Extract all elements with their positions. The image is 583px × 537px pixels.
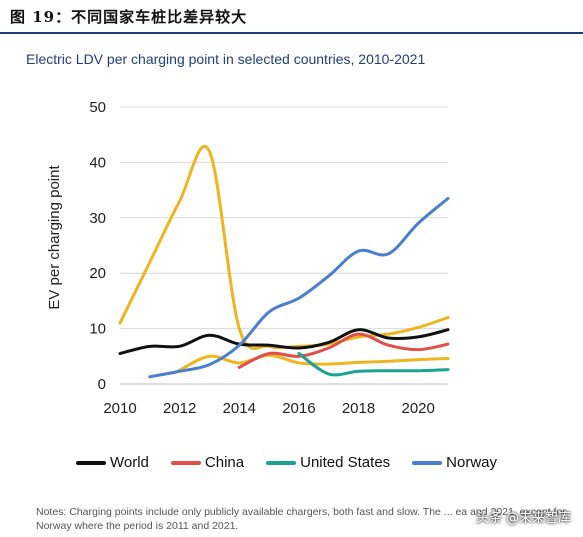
legend-label: United States: [300, 454, 391, 471]
legend-swatch: [266, 460, 297, 465]
chart-legend: World China United States Norway: [76, 454, 519, 471]
legend-swatch: [76, 460, 106, 465]
series-line-norway: [148, 196, 450, 379]
figure-title: 图 19：不同国家车桩比差异较大: [10, 8, 248, 26]
y-tick-label: 0: [98, 376, 106, 393]
series-line-unlabeled-5: [178, 353, 450, 372]
legend-label: World: [110, 454, 149, 471]
y-tick-label: 30: [89, 210, 106, 227]
chart-notes: Notes: Charging points include only publ…: [36, 506, 566, 532]
series-line-unlabeled-4: [118, 145, 450, 350]
x-tick-label: 2016: [282, 400, 315, 417]
y-tick-label: 10: [89, 321, 106, 338]
x-tick-label: 2018: [342, 400, 375, 417]
y-axis-label: EV per charging point: [46, 165, 63, 310]
x-tick-label: 2010: [103, 400, 136, 417]
series-line-world: [118, 328, 450, 356]
legend-item-norway: Norway: [412, 454, 497, 471]
header-divider: [0, 32, 583, 34]
legend-swatch: [412, 460, 443, 465]
legend-label: Norway: [446, 454, 498, 471]
legend-item-united-states: United States: [266, 454, 390, 471]
series-line-china: [237, 332, 450, 369]
y-tick-label: 20: [89, 265, 106, 282]
legend-label: China: [204, 454, 245, 471]
chart-title: Electric LDV per charging point in selec…: [26, 51, 426, 67]
x-tick-label: 2014: [223, 400, 256, 417]
x-tick-label: 2020: [401, 400, 434, 417]
figure-header: 图 19：不同国家车桩比差异较大: [0, 0, 583, 34]
x-tick-label: 2012: [163, 400, 196, 417]
watermark: 头条 @未来智库: [475, 511, 571, 526]
legend-item-world: World: [76, 454, 149, 471]
legend-item-china: China: [170, 454, 245, 471]
y-tick-label: 40: [89, 154, 106, 171]
legend-swatch: [170, 460, 201, 465]
y-tick-label: 50: [89, 99, 106, 116]
series-line-united-states: [297, 352, 450, 377]
